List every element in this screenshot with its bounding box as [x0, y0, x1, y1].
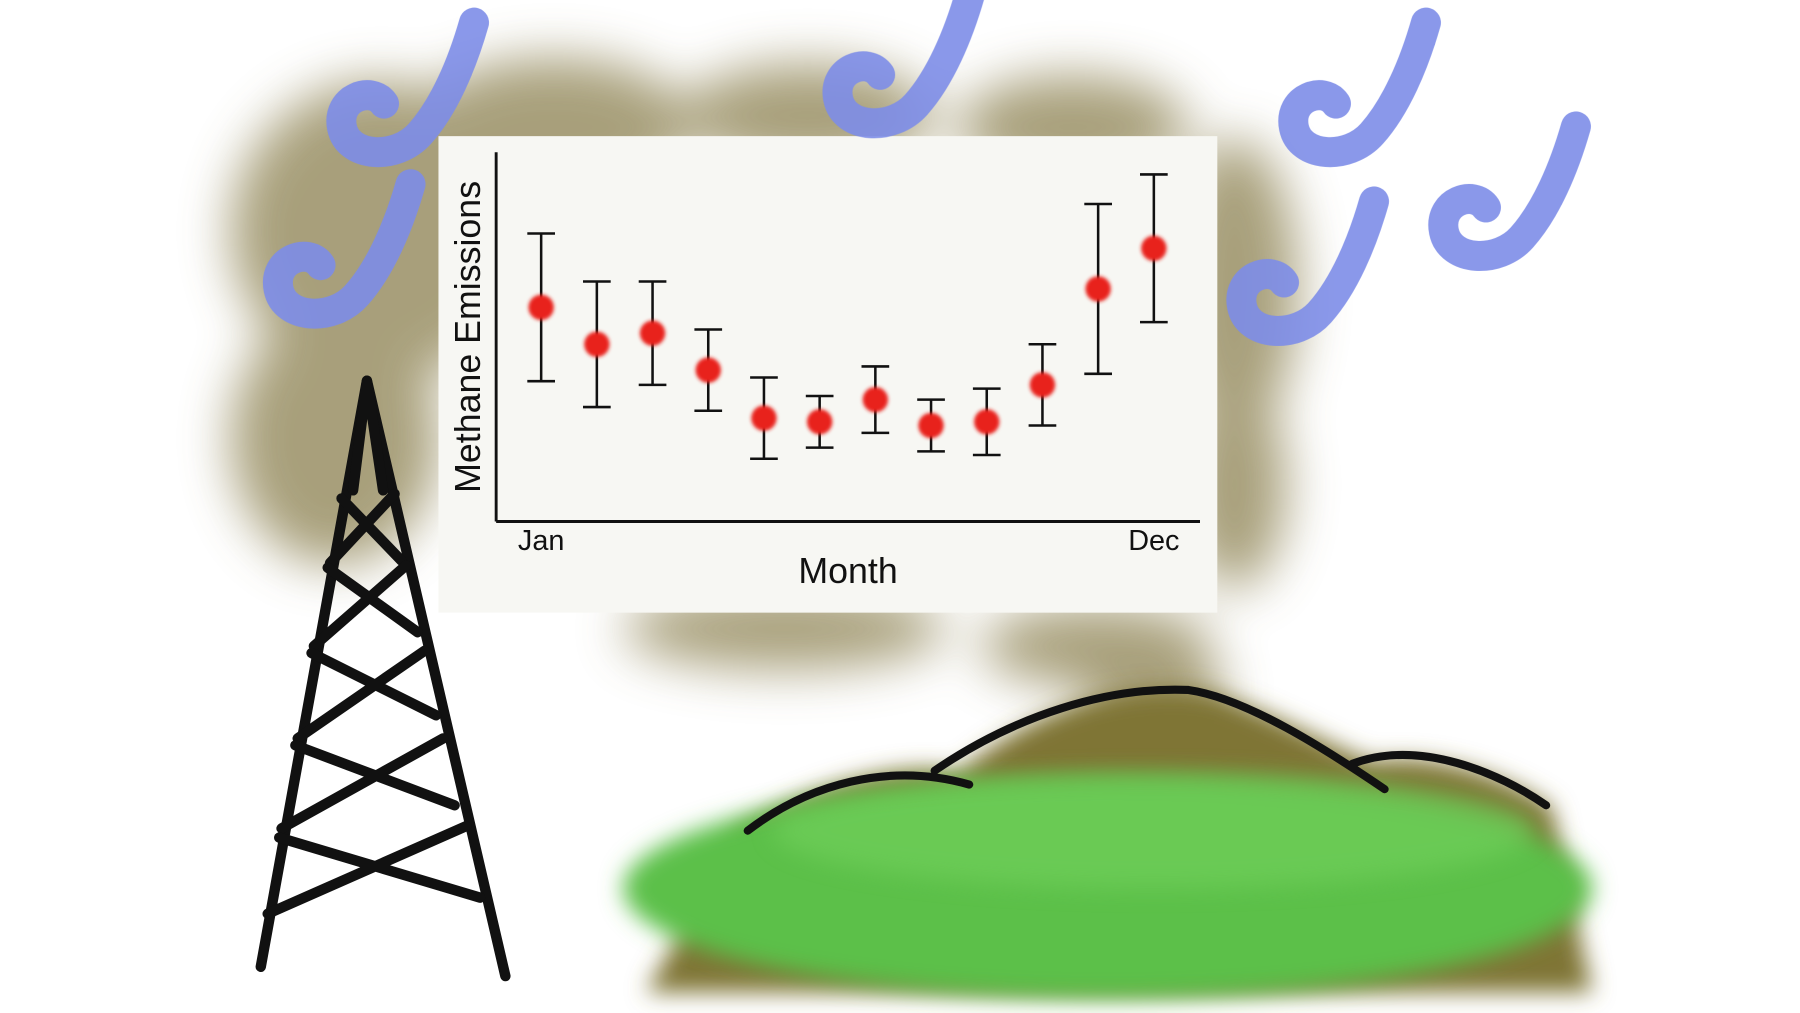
- data-point: [1141, 235, 1167, 261]
- data-point: [584, 331, 610, 357]
- plot-area: Jan Dec: [518, 173, 1179, 557]
- x-tick-label: Jan: [518, 525, 564, 557]
- data-point: [751, 405, 777, 431]
- x-axis-label: Month: [798, 551, 897, 591]
- tower: [255, 375, 511, 982]
- data-point: [528, 294, 554, 321]
- data-point: [862, 386, 889, 413]
- data-point: [1029, 372, 1056, 398]
- data-point: [974, 409, 1000, 435]
- x-tick-label: Dec: [1128, 525, 1179, 557]
- data-point: [918, 412, 944, 439]
- data-point: [639, 320, 666, 346]
- y-axis-label: Methane Emissions: [448, 181, 488, 493]
- data-point: [806, 409, 833, 435]
- data-point: [695, 357, 721, 383]
- hill: [623, 685, 1593, 999]
- data-point: [1085, 276, 1111, 302]
